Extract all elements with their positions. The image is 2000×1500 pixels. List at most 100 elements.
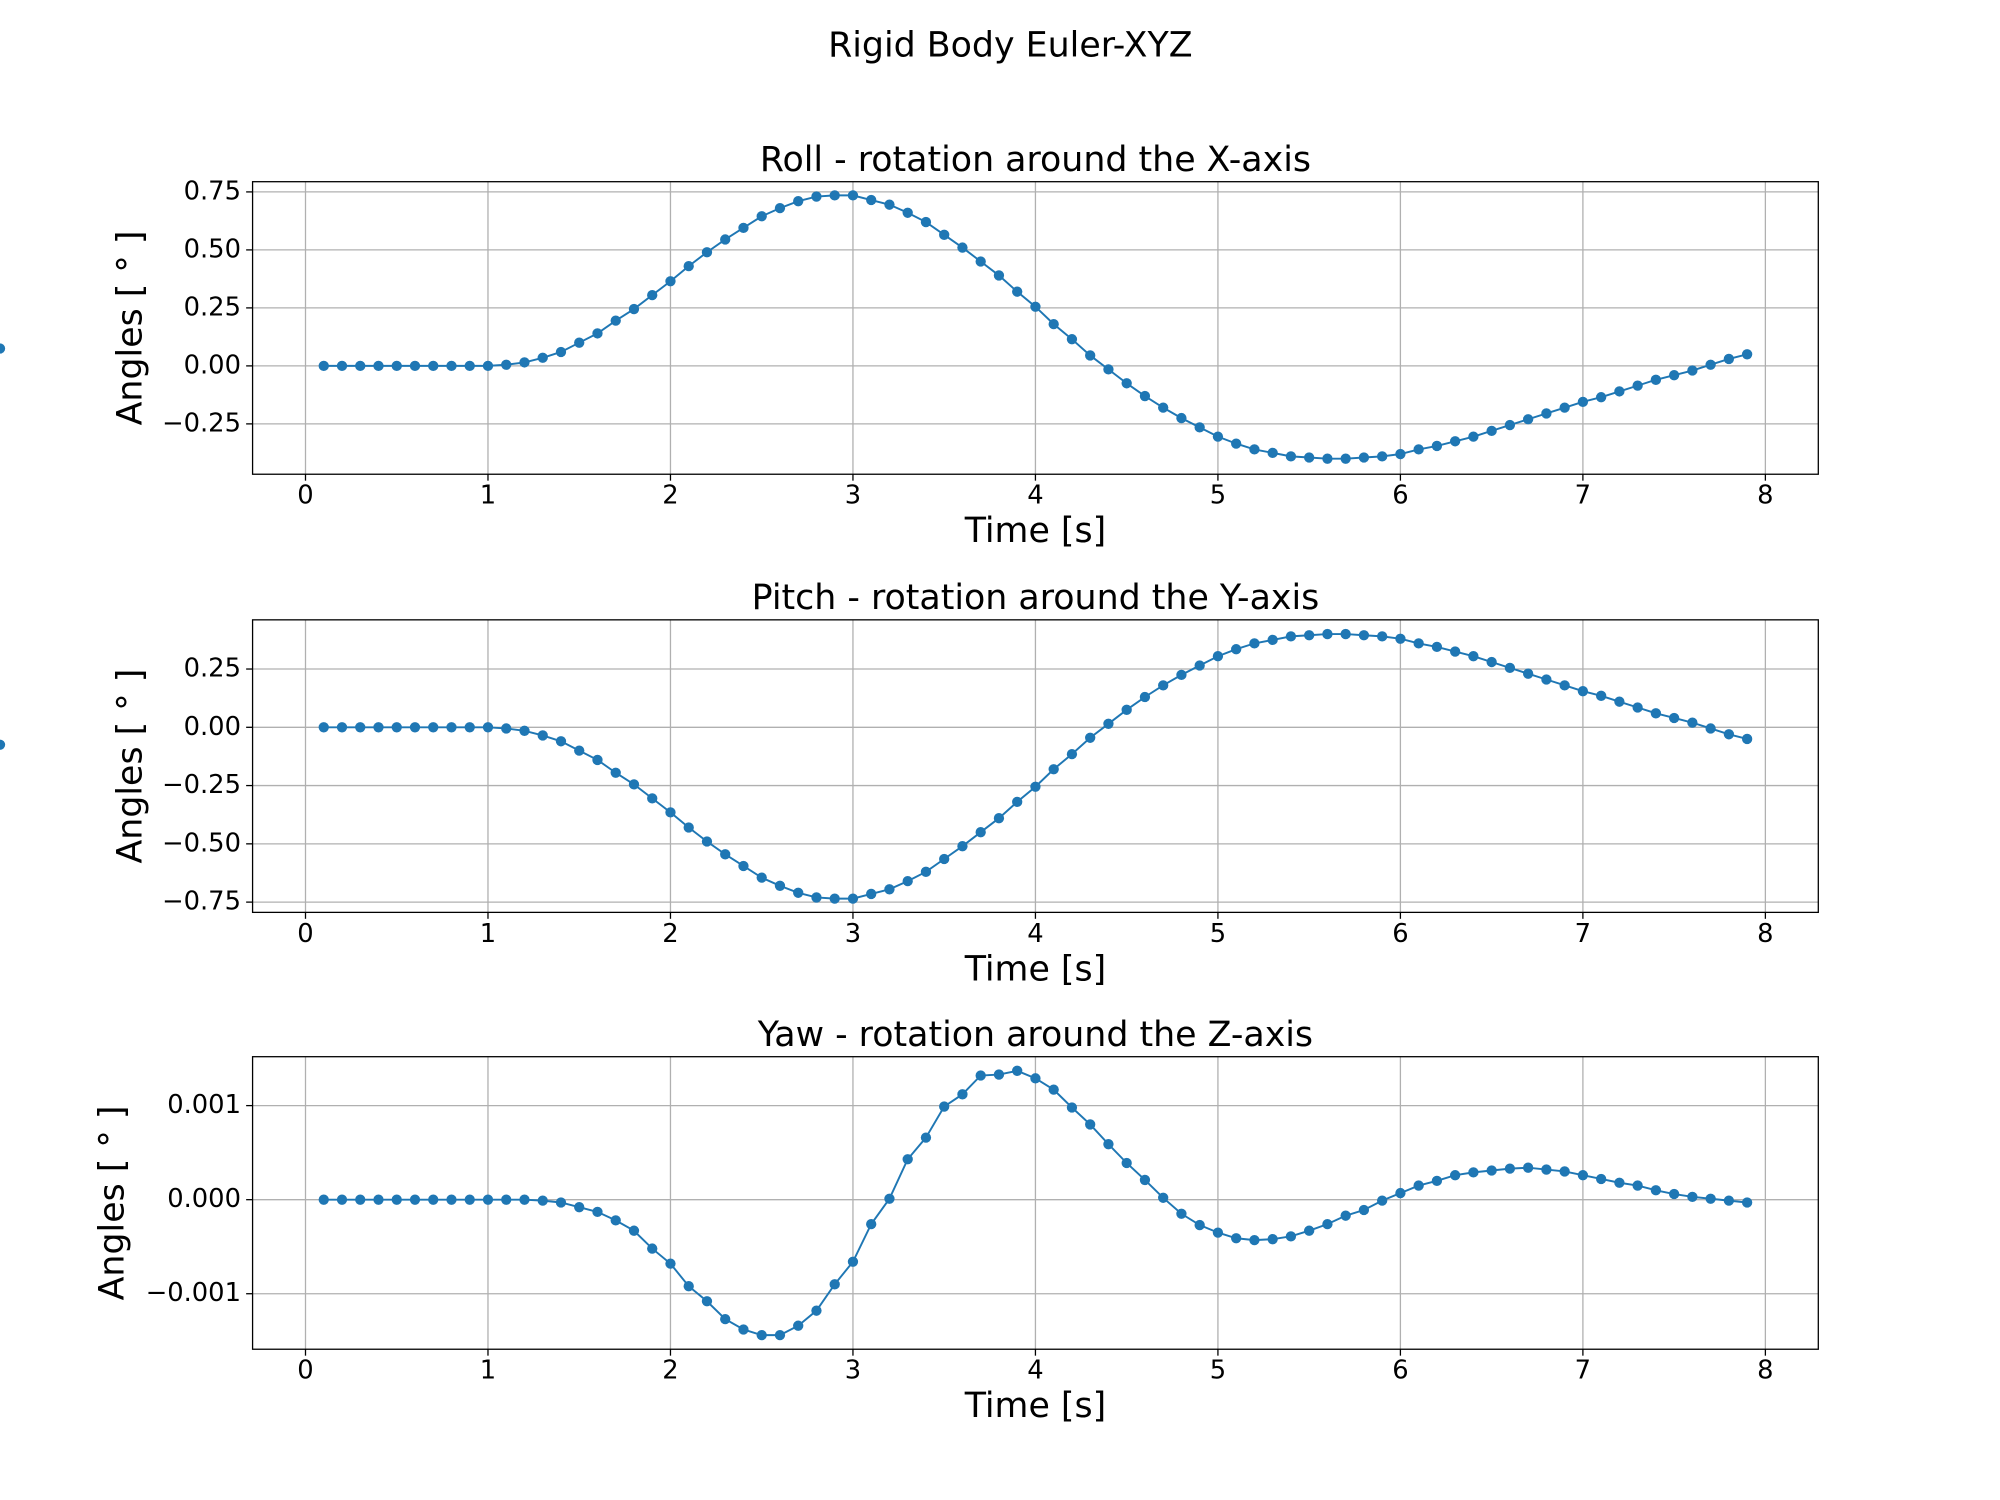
data-point [957, 841, 968, 852]
data-point [920, 216, 932, 228]
y-tick-label: −0.75 [162, 887, 241, 917]
x-tick-label: 6 [1392, 481, 1408, 511]
data-point [683, 260, 694, 272]
x-tick-label: 5 [1210, 481, 1226, 511]
data-point [793, 1320, 804, 1331]
data-point [574, 337, 585, 348]
x-tick-label: 3 [845, 1356, 861, 1386]
data-point [1139, 1174, 1151, 1186]
data-point [793, 196, 804, 207]
data-point [391, 360, 402, 372]
x-tick-label: 1 [480, 481, 496, 511]
data-point [482, 722, 494, 733]
data-point [1048, 318, 1059, 330]
data-point [1413, 638, 1424, 649]
data-point [1267, 1234, 1278, 1245]
data-point [1012, 796, 1023, 808]
data-point [1541, 408, 1552, 419]
data-point [1267, 447, 1278, 459]
data-point [701, 247, 713, 258]
data-point [1158, 680, 1169, 691]
data-point [866, 1218, 877, 1230]
data-point [1194, 1219, 1205, 1231]
data-point [1577, 686, 1589, 697]
data-point [1431, 641, 1443, 653]
data-point [902, 1154, 913, 1165]
data-point [1559, 402, 1570, 413]
x-axis-label: Time [s] [964, 511, 1106, 551]
y-tick-label: 0.50 [184, 234, 241, 264]
data-point [391, 1194, 402, 1205]
data-point [665, 1258, 676, 1269]
data-point [1595, 1173, 1607, 1185]
data-point [519, 725, 530, 736]
y-axis-label: Angles [ ° ] [110, 231, 150, 426]
data-point [1194, 660, 1205, 671]
x-tick-label: 7 [1575, 481, 1591, 511]
data-point [355, 722, 366, 733]
data-point [501, 359, 512, 370]
data-point [829, 893, 840, 904]
data-point [1468, 431, 1479, 442]
data-point [1121, 704, 1132, 715]
data-point [1030, 1073, 1041, 1084]
data-point [610, 1215, 621, 1226]
data-point [1687, 1191, 1698, 1203]
data-point [0, 343, 6, 354]
data-point [628, 303, 640, 315]
subplot-title: Yaw - rotation around the Z-axis [757, 1015, 1313, 1055]
data-point [1741, 1197, 1753, 1208]
data-point [1121, 378, 1132, 389]
x-tick-label: 4 [1027, 919, 1043, 949]
data-point [1522, 668, 1534, 679]
data-point [537, 1195, 548, 1206]
axes-frame [251, 181, 1819, 475]
x-tick-label: 3 [845, 919, 861, 949]
data-point [957, 1089, 968, 1100]
data-point [1358, 452, 1370, 463]
data-point [701, 836, 713, 847]
data-point [975, 256, 986, 267]
data-point [1395, 633, 1406, 644]
data-point [1522, 414, 1534, 425]
axes-frame [251, 1056, 1819, 1350]
data-point [628, 1225, 640, 1236]
data-point [1723, 729, 1735, 740]
data-point [1358, 1204, 1370, 1216]
data-point [1176, 669, 1187, 681]
y-tick-label: 0.75 [184, 176, 241, 206]
data-point [847, 190, 859, 201]
data-point [647, 1243, 658, 1254]
data-point [647, 793, 658, 804]
x-tick-label: 6 [1392, 919, 1408, 949]
data-point [628, 779, 640, 790]
data-point [1614, 1177, 1625, 1188]
data-point [1650, 374, 1662, 385]
data-point [738, 1324, 749, 1335]
x-tick-label: 8 [1757, 919, 1773, 949]
data-point [428, 722, 439, 733]
y-tick-label: −0.50 [162, 828, 241, 858]
data-point [1304, 1225, 1315, 1236]
data-point [409, 722, 421, 733]
data-point [373, 1194, 384, 1205]
data-point [756, 872, 767, 883]
data-point [1158, 402, 1169, 413]
x-axis-label: Time [s] [964, 949, 1106, 989]
subplot-title: Pitch - rotation around the Y-axis [752, 578, 1320, 618]
data-point [1322, 453, 1333, 464]
data-point [1340, 628, 1351, 640]
data-point [574, 745, 585, 756]
data-point [829, 1279, 840, 1290]
data-point [1012, 1065, 1023, 1076]
x-tick-label: 0 [297, 1356, 313, 1386]
data-point [1231, 1233, 1242, 1244]
data-point [318, 722, 329, 733]
data-point [1212, 431, 1224, 442]
data-point [1486, 1165, 1497, 1176]
data-point [1504, 419, 1516, 431]
data-point [975, 827, 986, 838]
data-point [811, 191, 822, 202]
